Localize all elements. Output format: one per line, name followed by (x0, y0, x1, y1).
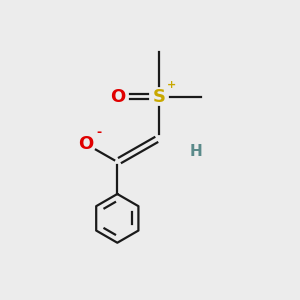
Text: H: H (190, 144, 203, 159)
Text: +: + (167, 80, 176, 90)
Text: S: S (152, 88, 165, 106)
Text: -: - (96, 126, 101, 139)
Text: O: O (110, 88, 125, 106)
Text: O: O (79, 135, 94, 153)
